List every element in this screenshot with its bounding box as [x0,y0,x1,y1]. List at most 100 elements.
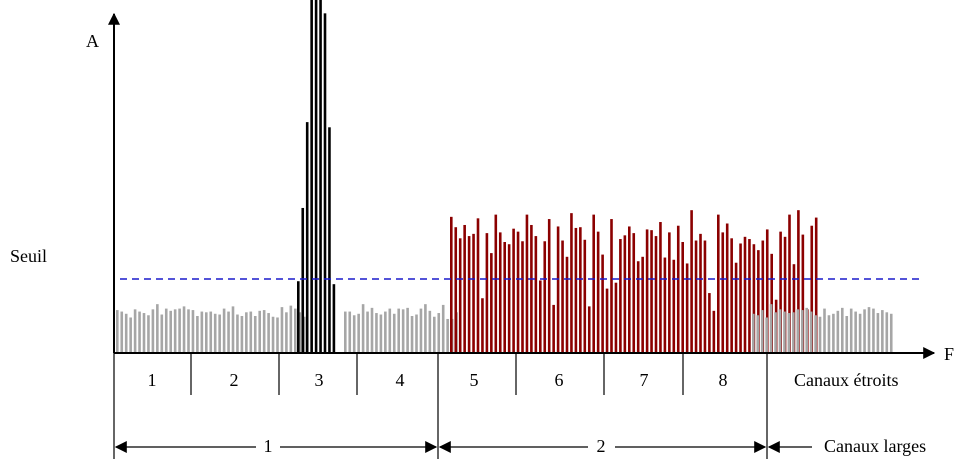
occupied-bar [712,310,716,353]
noise-bar [253,316,257,353]
occupied-bar [765,229,769,353]
occupied-bar [543,241,547,353]
occupied-bar [494,214,498,353]
noise-bar [832,313,835,353]
occupied-bar [761,240,765,353]
noise-bar [823,308,826,353]
occupied-bar [610,219,613,353]
occupied-bar [721,232,725,353]
occupied-bar [534,236,538,353]
noise-bar [120,311,124,353]
noise-bar [881,310,884,353]
peak-bar [310,0,313,354]
noise-bar [876,313,880,353]
occupied-bar [592,214,595,353]
noise-bar [196,316,199,353]
occupied-bar [596,231,600,353]
noise-bar [415,314,418,353]
occupied-bar [703,240,707,353]
noise-bar [344,311,347,353]
noise-bar [116,310,119,353]
occupied-bar [748,239,751,353]
noise-bar [433,316,436,353]
noise-bar [133,309,137,353]
occupied-bar [503,242,506,353]
noise-bar [769,304,773,353]
noise-bar [151,309,155,353]
occupied-bar [734,262,738,353]
occupied-bar [752,244,756,353]
occupied-bar [810,225,814,353]
narrow-channel-separators [190,353,684,395]
noise-bar [289,305,293,353]
noise-bar [787,313,791,353]
peak-bar [323,13,327,354]
noise-bar [258,310,261,353]
occupied-bar [454,227,458,353]
occupied-bar [632,233,636,353]
occupied-bar [650,230,653,353]
occupied-bar [579,227,582,353]
noise-bar [424,304,427,353]
occupied-bar [645,229,649,353]
noise-bar [191,310,195,353]
noise-bar [437,313,441,353]
occupied-bar [583,239,587,353]
noise-bar [231,306,235,353]
noise-bar [800,310,804,353]
narrow-channel-label: 8 [719,370,728,390]
occupied-bar [743,236,747,353]
peak-bar [328,127,331,353]
narrow-channel-labels: 1 2 3 4 5 6 7 8 [148,370,728,390]
noise-bar [441,304,445,353]
occupied-bar [485,233,489,353]
occupied-bar [672,259,676,353]
wide-channels-row-label: Canaux larges [824,436,926,456]
noise-bar [752,313,755,353]
occupied-bar [561,240,564,353]
noise-bar [867,307,871,353]
occupied-bar [587,306,591,353]
noise-bar [388,308,392,353]
occupied-bar [614,282,618,353]
occupied-bar [668,232,671,353]
narrow-channel-label: 7 [640,370,649,390]
noise-bar [863,309,866,353]
occupied-bar [565,256,569,353]
noise-bar [294,308,297,353]
occupied-bar [623,235,627,353]
peak-bar [314,0,318,354]
occupied-bar [601,254,604,353]
peak-bar [305,122,309,354]
occupied-bar [663,257,667,353]
noise-bar [366,311,369,353]
noise-bar [849,308,853,353]
peak-bar [319,0,322,353]
occupied-bar [757,250,760,353]
narrow-channel-label: 5 [470,370,479,390]
occupied-bar [676,225,680,353]
noise-bar [218,314,221,353]
noise-bar [885,312,889,353]
occupied-bar [472,233,475,353]
occupied-bar [814,217,818,353]
occupied-bar [636,261,640,353]
occupied-bar [556,226,560,353]
occupied-bar [490,253,493,353]
occupied-bar [605,288,609,353]
peak-bar [297,281,300,353]
occupied-bar [481,298,484,353]
noise-bar [872,308,875,353]
narrow-channel-label: 3 [315,370,324,390]
peak-bar [301,207,305,353]
occupied-bar [739,243,742,353]
narrow-channels-row-label: Canaux étroits [794,370,898,390]
occupied-bar [730,238,733,353]
noise-bar [276,317,279,353]
narrow-channel-label: 6 [555,370,564,390]
noise-bar [392,313,396,353]
noise-bar [200,311,204,353]
noise-bar [446,318,449,353]
noise-bar [792,312,795,353]
noise-bar [854,311,857,353]
